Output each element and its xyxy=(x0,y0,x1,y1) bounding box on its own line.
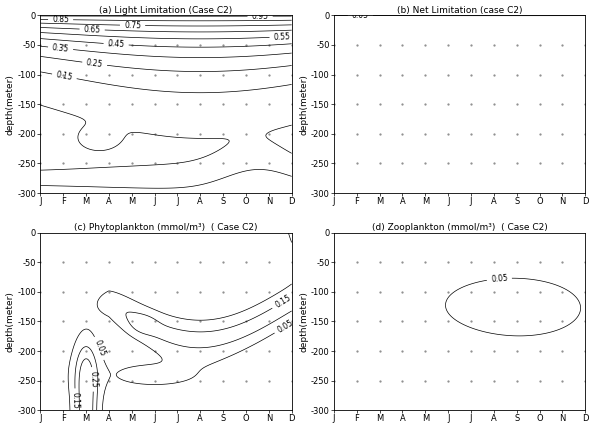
Text: 0.05: 0.05 xyxy=(276,318,295,335)
Text: 0.05: 0.05 xyxy=(92,339,107,358)
Text: 0.15: 0.15 xyxy=(55,70,74,82)
Text: 0.05: 0.05 xyxy=(491,274,508,284)
Y-axis label: depth(meter): depth(meter) xyxy=(299,74,308,135)
Text: 0.95: 0.95 xyxy=(252,12,268,21)
Text: 0.75: 0.75 xyxy=(124,21,141,30)
Y-axis label: depth(meter): depth(meter) xyxy=(5,291,15,352)
Text: 0.65: 0.65 xyxy=(84,25,101,34)
Text: 0.85: 0.85 xyxy=(52,15,69,24)
Text: 0.35: 0.35 xyxy=(52,43,69,54)
Text: 0.55: 0.55 xyxy=(273,32,291,42)
Text: 0.25: 0.25 xyxy=(89,371,98,388)
Text: 0.15: 0.15 xyxy=(71,392,80,409)
Text: 0.15: 0.15 xyxy=(273,293,292,310)
Y-axis label: depth(meter): depth(meter) xyxy=(299,291,308,352)
Y-axis label: depth(meter): depth(meter) xyxy=(5,74,15,135)
Text: 0.45: 0.45 xyxy=(108,39,125,49)
Text: 0.05: 0.05 xyxy=(352,11,369,20)
Title: (b) Net Limitation (case C2): (b) Net Limitation (case C2) xyxy=(397,6,522,15)
Text: 0.25: 0.25 xyxy=(86,58,103,69)
Title: (c) Phytoplankton (mmol/m³)  ( Case C2): (c) Phytoplankton (mmol/m³) ( Case C2) xyxy=(74,223,258,232)
Title: (d) Zooplankton (mmol/m³)  ( Case C2): (d) Zooplankton (mmol/m³) ( Case C2) xyxy=(372,223,548,232)
Title: (a) Light Limitation (Case C2): (a) Light Limitation (Case C2) xyxy=(99,6,233,15)
